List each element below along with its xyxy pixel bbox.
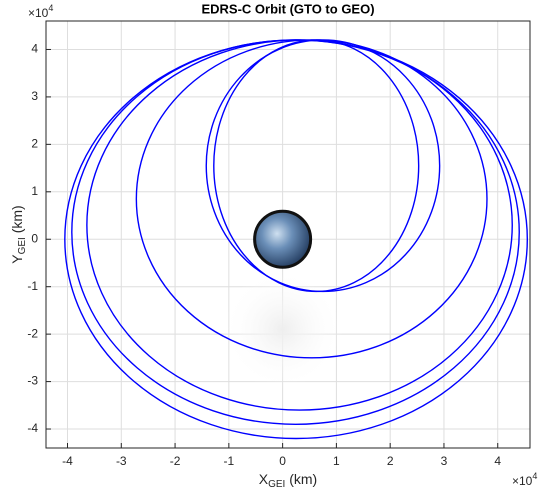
y-axis-label-main: Y bbox=[9, 254, 25, 264]
glow bbox=[222, 269, 343, 390]
y-tick-label: 1 bbox=[31, 184, 38, 198]
x-tick-label: 1 bbox=[333, 454, 340, 468]
x-tick-label: 0 bbox=[279, 454, 286, 468]
chart-title: EDRS-C Orbit (GTO to GEO) bbox=[201, 1, 374, 16]
y-tick-label: -2 bbox=[27, 326, 38, 340]
y-exponent: ×104 bbox=[28, 3, 53, 20]
y-tick-label: -4 bbox=[27, 421, 38, 435]
x-axis-label-sub: GEI bbox=[268, 479, 285, 490]
x-exponent: ×104 bbox=[512, 471, 537, 488]
y-tick-label: -3 bbox=[27, 374, 38, 388]
x-tick-label: -1 bbox=[224, 454, 235, 468]
orbit bbox=[64, 39, 529, 440]
x-axis-label-unit: (km) bbox=[285, 471, 317, 487]
x-exponent-base: ×10 bbox=[512, 474, 533, 488]
y-axis-label-unit: (km) bbox=[9, 205, 25, 237]
y-tick-label: -1 bbox=[27, 279, 38, 293]
y-tick-label: 0 bbox=[31, 231, 38, 245]
x-tick-label: 3 bbox=[441, 454, 448, 468]
x-tick-label: 2 bbox=[387, 454, 394, 468]
y-axis-label: YGEI (km) bbox=[9, 205, 28, 263]
earth bbox=[253, 209, 313, 269]
x-tick-label: 4 bbox=[494, 454, 501, 468]
x-tick-label: -3 bbox=[116, 454, 127, 468]
x-axis-label-main: X bbox=[259, 471, 269, 487]
plot-border bbox=[45, 20, 531, 449]
y-exponent-power: 4 bbox=[48, 3, 53, 13]
x-axis-label: XGEI (km) bbox=[259, 471, 317, 490]
x-tick-label: -2 bbox=[170, 454, 181, 468]
y-exponent-base: ×10 bbox=[28, 6, 49, 20]
y-tick-label: 4 bbox=[31, 42, 38, 56]
x-tick-label: -4 bbox=[62, 454, 73, 468]
y-tick-label: 3 bbox=[31, 89, 38, 103]
y-axis-label-sub: GEI bbox=[17, 237, 28, 254]
x-exponent-power: 4 bbox=[532, 471, 537, 481]
y-tick-label: 2 bbox=[31, 137, 38, 151]
